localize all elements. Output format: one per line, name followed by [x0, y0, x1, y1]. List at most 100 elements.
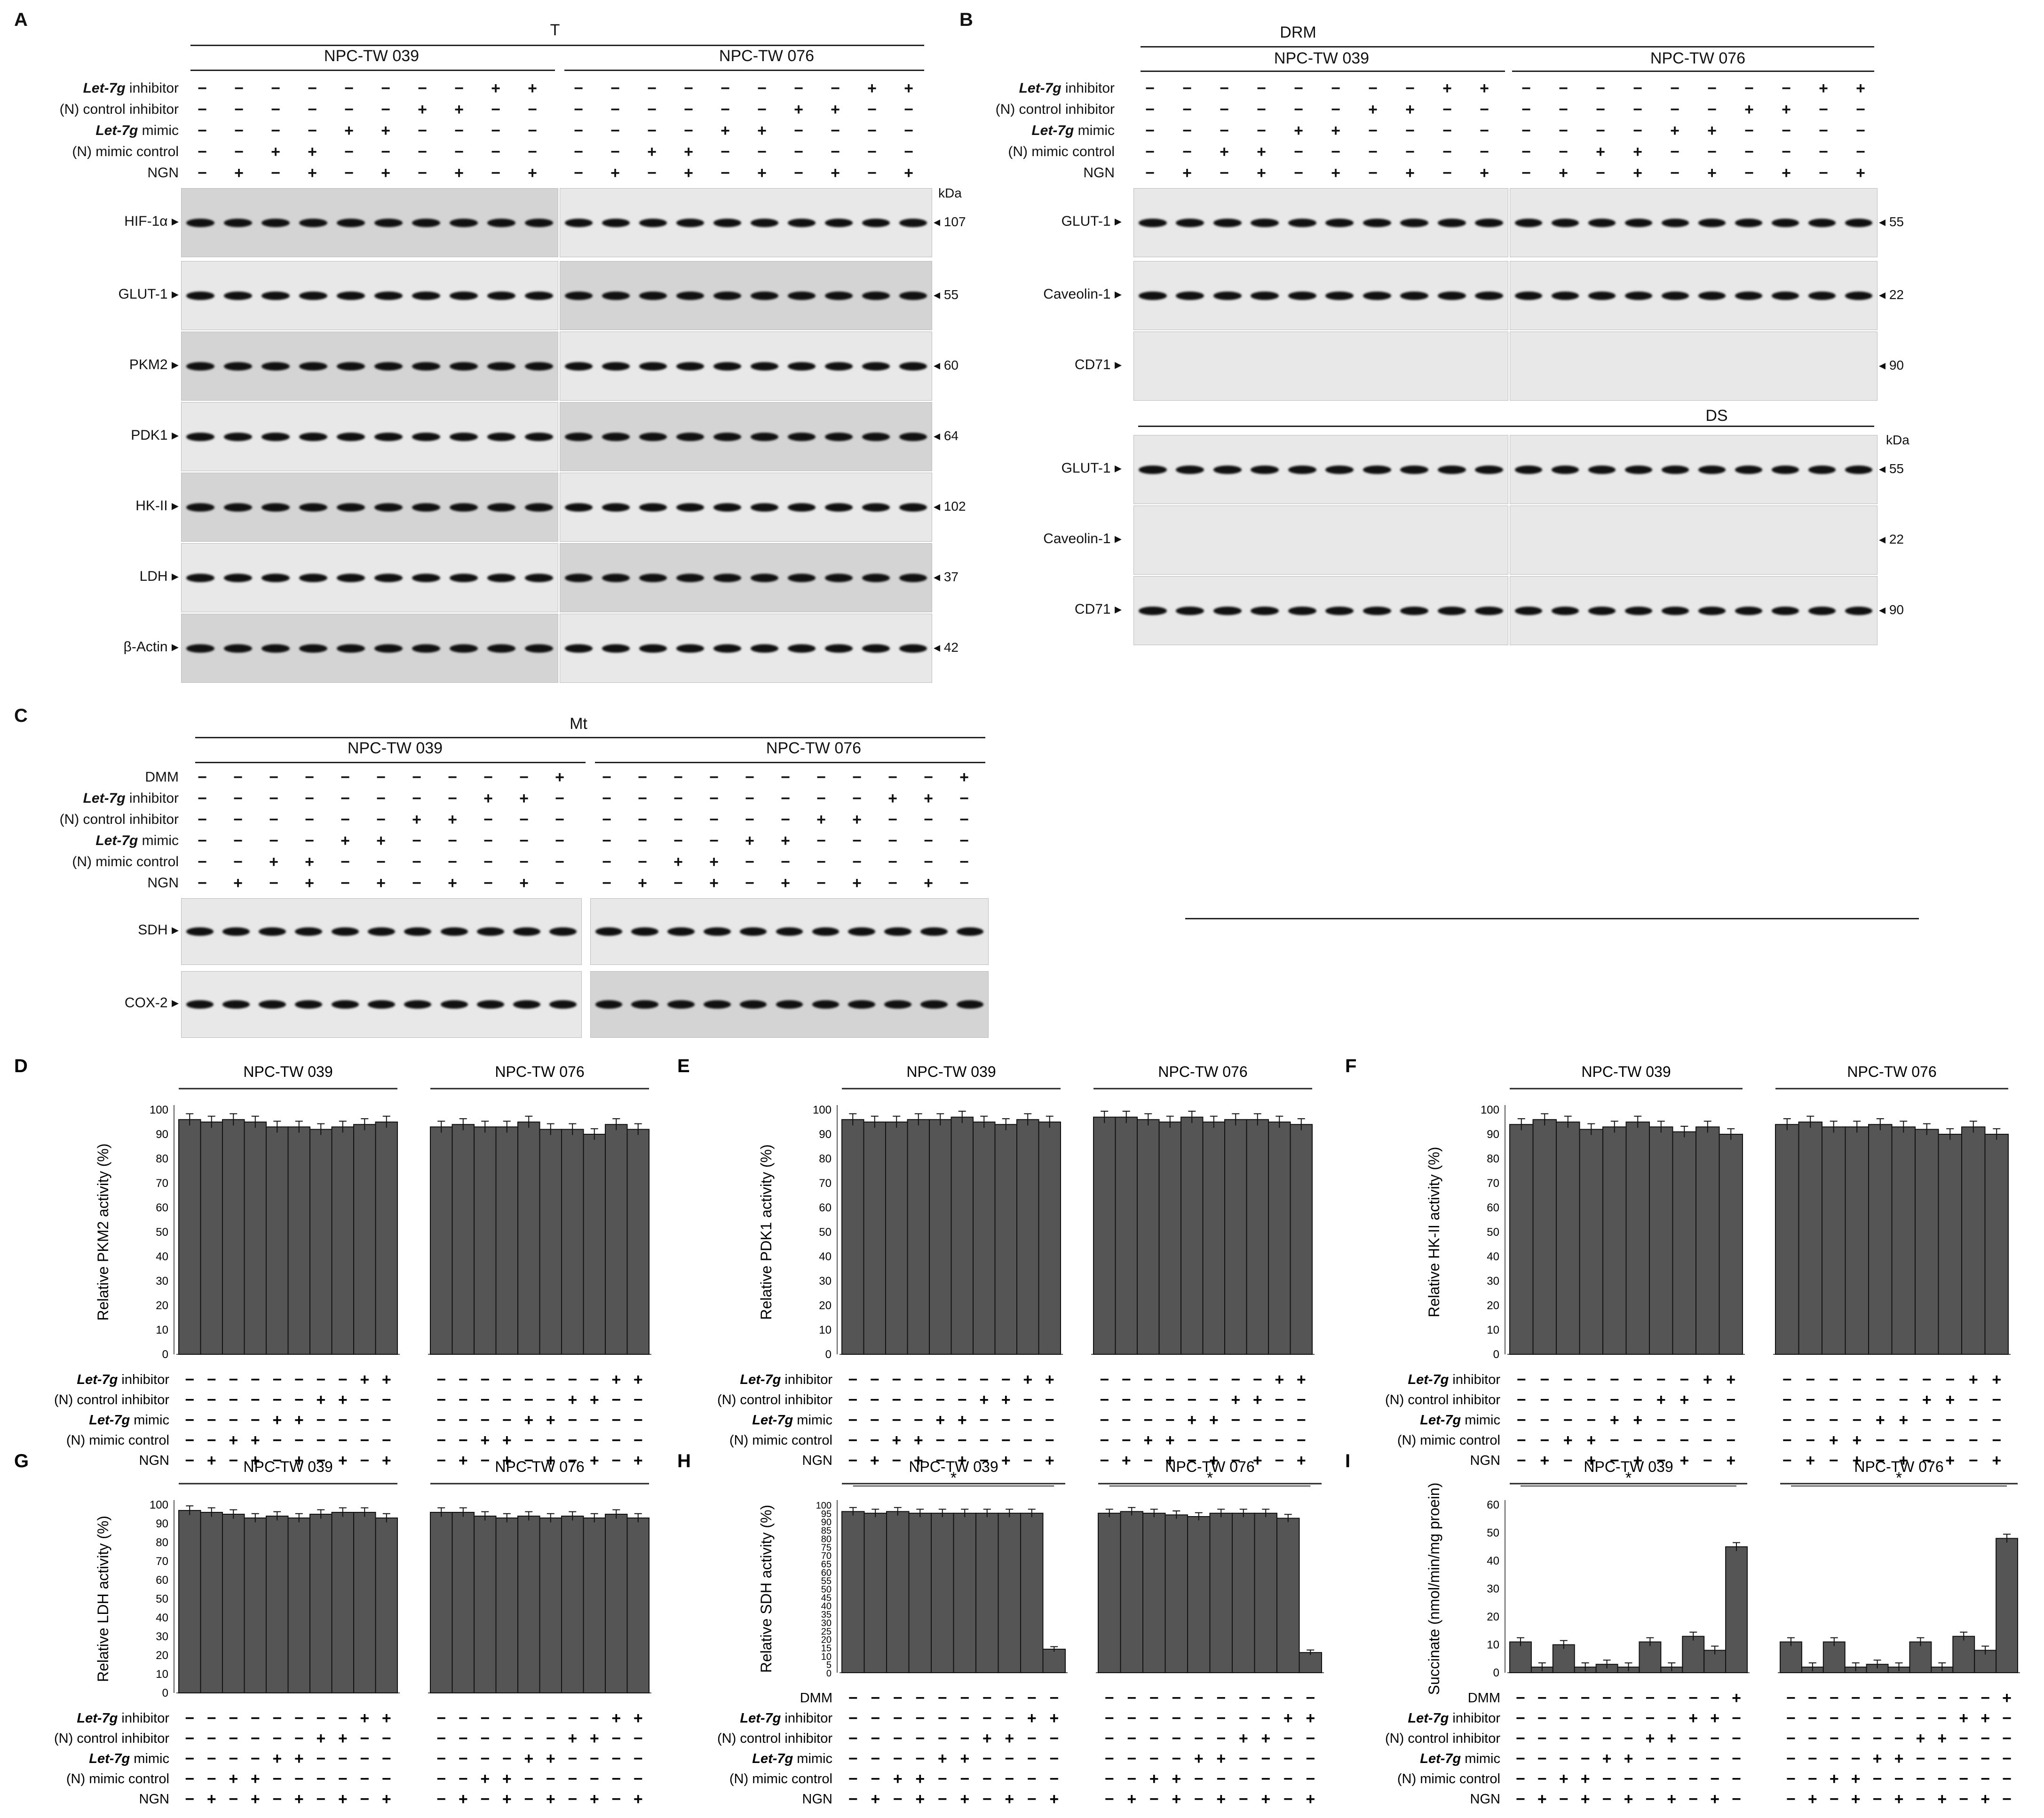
- C-cond-cell: −: [638, 853, 647, 871]
- C-cond-cell: −: [602, 811, 611, 829]
- cond-cell-H: −: [1283, 1730, 1293, 1747]
- cond-cell-I: −: [1808, 1770, 1817, 1788]
- cond-cell-D: +: [251, 1431, 260, 1449]
- blot-A-left-band: [450, 644, 478, 653]
- A-cond-cell: −: [528, 101, 537, 119]
- cond-label-D: NGN: [139, 1453, 169, 1468]
- blot-A-right-band: [824, 503, 853, 512]
- cond-cell-H: −: [1127, 1730, 1136, 1747]
- cond-cell-H: −: [1172, 1730, 1181, 1747]
- cond-cell-I: +: [1981, 1709, 1990, 1727]
- blot-C-left-band: [222, 1000, 250, 1009]
- cond-cell-F: −: [1703, 1411, 1712, 1429]
- cond-cell-E: +: [1231, 1391, 1240, 1409]
- A-cond-cell: −: [344, 143, 354, 161]
- bar-I: [1509, 1641, 1532, 1673]
- A-cond-cell: −: [418, 79, 427, 97]
- cond-cell-I: +: [1667, 1790, 1676, 1808]
- cell-label-039-A: NPC-TW 039: [324, 47, 420, 65]
- panel-label-H: H: [677, 1451, 691, 1471]
- cond-cell-E: −: [1253, 1431, 1262, 1449]
- cond-cell-I: −: [1667, 1770, 1676, 1788]
- blot-C-left-band: [476, 927, 504, 936]
- blot-B-ds-left-band: [1475, 465, 1504, 474]
- cond-cell-E: −: [1275, 1411, 1284, 1429]
- group-line-039-C: [195, 762, 586, 763]
- cond-cell-H: +: [1172, 1790, 1181, 1808]
- cond-cell-H: +: [1261, 1790, 1270, 1808]
- A-cond-cell: −: [234, 101, 244, 119]
- B-cond-cell: −: [1405, 143, 1415, 161]
- B-cond-cell: −: [1744, 143, 1754, 161]
- cond-cell-I: −: [1894, 1709, 1904, 1727]
- C-cond-cell: +: [781, 874, 790, 892]
- cond-cell-G: −: [480, 1730, 490, 1747]
- B-cond-cell: +: [1182, 164, 1192, 182]
- blot-B-drm-left-band: [1213, 291, 1242, 300]
- C-cond-cell: −: [888, 811, 897, 829]
- bar-H: [1120, 1511, 1143, 1673]
- cond-cell-F: −: [1969, 1411, 1978, 1429]
- cond-cell-G: −: [634, 1770, 643, 1788]
- blot-B-drm-left-band: [1288, 218, 1316, 227]
- B-cond-cell: +: [1331, 122, 1340, 140]
- cond-cell-G: −: [502, 1709, 512, 1727]
- cond-cell-H: −: [848, 1770, 858, 1788]
- C-cond-cell: −: [673, 768, 683, 786]
- blot-A-right-band: [602, 291, 630, 300]
- blot-C-left-band: [186, 1000, 214, 1009]
- y-tick-label-H: 40: [821, 1601, 832, 1612]
- cond-cell-I: −: [1537, 1770, 1547, 1788]
- A-cond-cell: −: [794, 122, 803, 140]
- cond-cell-H: −: [1105, 1730, 1114, 1747]
- cond-cell-F: −: [1633, 1391, 1642, 1409]
- cond-cell-F: −: [1829, 1391, 1838, 1409]
- blot-A-left-band: [186, 291, 214, 300]
- bar-G: [244, 1518, 267, 1693]
- blot-B-ds-left-band: [1325, 606, 1354, 615]
- y-tick-label-D: 60: [156, 1201, 168, 1214]
- blot-A-left-band: [186, 644, 214, 653]
- cond-cell-D: −: [360, 1452, 369, 1470]
- cond-label-H: (N) control inhibitor: [717, 1731, 832, 1746]
- cond-label-italic: Let-7g: [1408, 1372, 1449, 1387]
- B-cond-cell: −: [1559, 143, 1568, 161]
- cond-cell-I: −: [1937, 1750, 1947, 1768]
- blot-A-right-band: [750, 362, 779, 371]
- sig-star-H: *: [1207, 1469, 1213, 1487]
- cond-cell-E: −: [1187, 1371, 1196, 1389]
- blot-A-left-band: [374, 432, 403, 441]
- cond-cell-D: −: [207, 1391, 216, 1409]
- cond-cell-D: −: [459, 1411, 468, 1429]
- blot-B-drm-right-band: [1845, 218, 1873, 227]
- y-tick-label-G: 30: [156, 1630, 168, 1643]
- cond-cell-E: −: [1231, 1431, 1240, 1449]
- C-cond-cell: −: [673, 832, 683, 850]
- row-label-A: HK-II ▸: [135, 498, 179, 514]
- y-tick-label-E: 20: [819, 1299, 832, 1312]
- B-cond-cell: +: [1707, 164, 1717, 182]
- cond-cell-H: −: [1149, 1790, 1159, 1808]
- cond-cell-H: +: [1049, 1709, 1059, 1727]
- A-cond-cell: −: [721, 164, 730, 182]
- B-cond-label: (N) mimic control: [1008, 144, 1115, 159]
- bar-H: [998, 1512, 1021, 1673]
- cond-label-H: NGN: [802, 1792, 832, 1807]
- B-cond-cell: −: [1670, 101, 1680, 119]
- cond-cell-E: +: [1275, 1371, 1284, 1389]
- A-cond-cell: −: [867, 164, 877, 182]
- cond-cell-H: −: [893, 1730, 903, 1747]
- cond-cell-G: −: [611, 1750, 621, 1768]
- cond-cell-F: −: [1703, 1431, 1712, 1449]
- B-cond-cell: +: [1633, 164, 1642, 182]
- C-cond-cell: −: [816, 853, 826, 871]
- blot-B-ds-left-band: [1176, 606, 1204, 615]
- cond-cell-D: −: [294, 1431, 304, 1449]
- blot-B-drm-left-band: [1251, 218, 1279, 227]
- sig-star-I: *: [1625, 1469, 1632, 1487]
- cond-cell-G: −: [185, 1770, 194, 1788]
- blot-B-ds-right-band: [1845, 465, 1873, 474]
- cond-cell-G: −: [634, 1730, 643, 1747]
- A-cond-cell: −: [574, 122, 583, 140]
- B-cond-cell: −: [1744, 122, 1754, 140]
